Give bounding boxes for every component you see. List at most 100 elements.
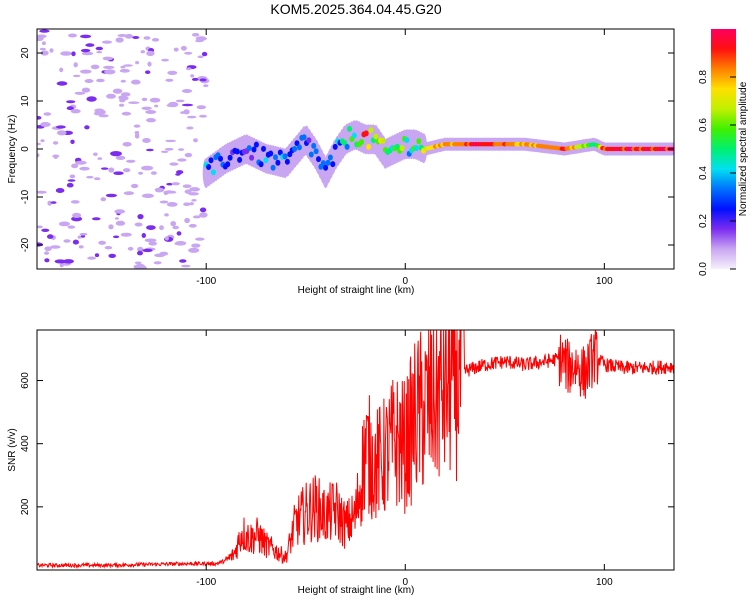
spectrogram-ridge-cell <box>404 137 410 144</box>
spectrogram-noise-cell <box>40 139 45 143</box>
spectrogram-noise-cell <box>192 215 201 219</box>
spectrogram-ridge-cell <box>323 164 329 171</box>
spectrogram-noise-cell <box>94 253 100 258</box>
spectrogram-noise-cell <box>87 256 96 260</box>
spectrogram-noise-cell <box>159 225 164 231</box>
spectrogram-noise-cell <box>47 200 52 206</box>
spectrogram-noise-cell <box>37 153 40 158</box>
spectrogram-noise-cell <box>97 157 103 160</box>
spectrogram-ridge-cell <box>273 154 278 161</box>
spectrogram-noise-cell <box>191 77 199 81</box>
spectrogram-noise-cell <box>93 152 98 156</box>
spectrogram-ridge-cell <box>277 149 283 156</box>
spectrogram-ridge-cell <box>284 158 290 165</box>
spectrogram-ridge-cell <box>320 160 326 167</box>
spectrogram-noise-cell <box>93 177 101 181</box>
spectrogram-noise-cell <box>134 222 143 227</box>
spectrogram-noise-cell <box>41 41 46 45</box>
spectrogram-ridge-cell <box>311 142 317 149</box>
spectrogram-noise-cell <box>151 38 160 42</box>
spectrogram-noise-cell <box>100 197 107 202</box>
spectrogram-noise-cell <box>153 261 162 265</box>
spectrogram-noise-cell <box>179 259 187 263</box>
spectrogram-noise-cell <box>86 175 94 179</box>
spectrogram-noise-cell <box>191 33 200 37</box>
spectrogram-noise-cell <box>80 34 92 39</box>
colorbar-ticks: 0.0 0.2 0.4 0.6 0.8 <box>698 70 736 276</box>
spectrogram-noise-cell <box>185 67 192 71</box>
spectrogram-noise-cell <box>187 115 197 119</box>
spectrogram-noise-cell <box>189 187 201 192</box>
spectrogram-noise-cell <box>113 235 120 239</box>
colorbar-tick-label: 0.2 <box>698 214 709 228</box>
spectrogram-noise-cell <box>164 236 169 241</box>
spectrogram-ridge-cell <box>366 143 372 150</box>
spectrogram-noise-cell <box>141 165 154 171</box>
spectrogram-noise-cell <box>115 37 124 43</box>
spectrogram-ridge-cell <box>301 134 307 141</box>
spectrogram-noise-cell <box>54 259 66 264</box>
spectrogram-noise-cell <box>142 248 153 253</box>
spectrogram-noise-cell <box>166 103 175 107</box>
spectrogram-noise-cell <box>114 217 119 220</box>
spectrogram-noise-cell <box>75 160 87 165</box>
spectrogram-noise-cell <box>72 239 79 245</box>
spectrogram-noise-cell <box>120 79 127 83</box>
spectrogram-ridge-cell <box>227 154 233 161</box>
spectrogram-noise-cell <box>123 168 131 173</box>
spectrogram-noise-cell <box>56 125 66 129</box>
spectrogram-noise-cell <box>118 103 125 107</box>
spectrogram-noise-cell <box>177 158 187 162</box>
spectrogram-noise-cell <box>178 148 185 151</box>
spectrogram-noise-cell <box>164 213 169 217</box>
spectrogram-noise-cell <box>195 237 205 241</box>
spectrogram-noise-cell <box>203 84 209 88</box>
spectrogram-noise-cell <box>120 92 131 97</box>
spectrogram-noise-cell <box>167 70 178 75</box>
y-tick-label: -20 <box>20 237 31 252</box>
spectrogram-noise-cell <box>58 221 70 227</box>
spectrogram-ridge-cell <box>206 164 212 170</box>
spectrogram-noise-cell <box>150 171 157 175</box>
spectrogram-noise-cell <box>44 251 50 255</box>
spectrogram-noise-cell <box>175 99 185 103</box>
spectrogram-ridge-cell <box>344 143 350 150</box>
y-tick-label: 600 <box>20 372 31 389</box>
spectrogram-ridge-cell <box>332 143 338 150</box>
spectrogram-ridge-cell <box>268 150 274 157</box>
spectrogram-noise-cell <box>79 232 88 236</box>
spectrogram-ridge-cell <box>306 137 312 144</box>
spectrogram-noise-cell <box>120 232 132 237</box>
spectrogram-noise-cell <box>110 151 122 157</box>
snr-x-ticks: -100 0 100 <box>196 330 613 588</box>
spectrogram-noise-cell <box>84 79 94 83</box>
spectrogram-noise-cell <box>95 46 104 51</box>
spectrogram-noise-cell <box>40 122 51 127</box>
spectrogram-noise-cell <box>184 217 191 224</box>
spectrogram-noise-cell <box>197 55 204 59</box>
spectrogram-noise-cell <box>135 61 140 65</box>
spectrogram-noise-cell <box>134 131 140 135</box>
spectrogram-noise-cell <box>73 74 81 78</box>
spectrogram-ridge-cell <box>368 127 374 134</box>
spectrogram-noise-cell <box>169 162 179 166</box>
spectrogram-y-ticks: -20 -10 0 10 20 <box>20 47 674 252</box>
spectrogram-noise-cell <box>154 104 159 108</box>
spectrogram-noise-cell <box>115 155 126 160</box>
spectrogram-noise-cell <box>74 91 86 95</box>
spectrogram-noise-cell <box>181 103 194 107</box>
spectrogram-noise-cell <box>121 111 132 116</box>
spectrogram-noise-cell <box>124 33 133 39</box>
spectrogram-noise-cell <box>80 48 91 53</box>
snr-y-ticks: 200 400 600 <box>20 372 674 515</box>
spectrogram-noise-cell <box>195 39 204 43</box>
spectrogram-noise-cell <box>50 245 61 249</box>
spectrogram-noise-cell <box>144 238 157 243</box>
spectrogram-noise-cell <box>85 43 95 47</box>
spectrogram-noise-cell <box>60 51 72 56</box>
spectrogram-ridge-cell <box>249 154 255 161</box>
spectrogram-noise-cell <box>170 221 177 227</box>
spectrogram-ridge-cell <box>246 145 252 152</box>
spectrogram-noise-cell <box>120 65 126 69</box>
